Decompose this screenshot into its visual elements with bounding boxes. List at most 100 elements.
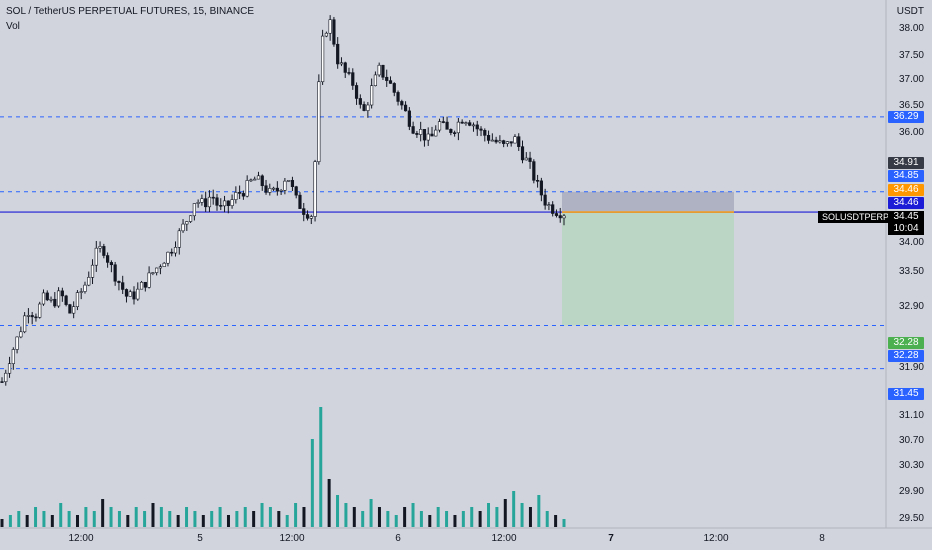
volume-bar xyxy=(369,499,373,527)
volume-bar xyxy=(302,507,306,527)
volume-bar xyxy=(520,503,524,527)
candle-body xyxy=(520,146,525,161)
candle-body xyxy=(275,187,279,192)
candle-body xyxy=(558,215,562,219)
candle-body xyxy=(124,289,129,297)
candle-body xyxy=(456,121,460,134)
volume-bar xyxy=(8,515,12,527)
volume-bar xyxy=(34,507,38,527)
candle-body xyxy=(166,251,170,264)
volume-bar xyxy=(252,511,256,527)
candle-body xyxy=(4,372,8,383)
volume-bar xyxy=(453,515,457,527)
volume-bar xyxy=(17,511,21,527)
volume-bar xyxy=(260,503,264,527)
candle-body xyxy=(502,140,506,144)
currency-label: USDT xyxy=(896,6,924,17)
candle-body xyxy=(328,19,332,34)
candle-body xyxy=(68,304,72,314)
candle-body xyxy=(388,80,393,84)
candle-body xyxy=(343,62,347,73)
candle-body xyxy=(494,139,498,143)
volume-bar xyxy=(344,503,348,527)
candle-body xyxy=(155,267,159,273)
volume-bar xyxy=(394,515,398,527)
candle-body xyxy=(117,280,121,283)
volume-bar xyxy=(545,511,549,527)
volume-bar xyxy=(50,515,54,527)
candle-body xyxy=(551,204,555,214)
candle-body xyxy=(396,92,400,102)
volume-bar xyxy=(126,515,130,527)
candle-body xyxy=(238,192,242,194)
volume-bar xyxy=(478,511,482,527)
candle-body xyxy=(128,291,132,297)
candle-body xyxy=(83,284,87,292)
volume-bar xyxy=(67,511,71,527)
candle-body xyxy=(283,180,287,191)
candle-body xyxy=(245,180,249,197)
candle-body xyxy=(422,129,427,141)
time-tick: 8 xyxy=(819,533,825,544)
candle-body xyxy=(483,130,487,136)
volume-bar xyxy=(277,511,281,527)
candle-body xyxy=(41,292,46,305)
volume-bar xyxy=(176,515,180,527)
candle-body xyxy=(143,281,147,288)
volume-indicator-label[interactable]: Vol xyxy=(6,21,20,32)
volume-bar xyxy=(134,507,138,527)
volume-bar xyxy=(512,491,516,527)
candle-body xyxy=(185,221,189,225)
candle-body xyxy=(264,185,268,193)
candle-body xyxy=(392,83,396,93)
candle-body xyxy=(177,230,181,248)
candle-body xyxy=(468,122,472,126)
volume-bar xyxy=(319,407,323,527)
candle-body xyxy=(211,196,215,199)
volume-bar xyxy=(92,511,96,527)
candle-body xyxy=(234,192,238,200)
candle-body xyxy=(49,298,53,301)
candle-body xyxy=(260,175,264,187)
time-tick: 5 xyxy=(197,533,203,544)
candle-body xyxy=(298,194,302,209)
price-tick: 30.30 xyxy=(898,460,924,471)
volume-bar xyxy=(495,507,499,527)
candle-body xyxy=(547,204,551,206)
volume-bar xyxy=(75,515,79,527)
candle-body xyxy=(173,247,178,254)
volume-bar xyxy=(445,511,449,527)
volume-bar xyxy=(243,507,247,527)
volume-bar xyxy=(336,495,340,527)
candle-body xyxy=(158,266,163,269)
candle-body xyxy=(321,35,325,83)
candle-body xyxy=(543,194,547,206)
candle-body xyxy=(53,298,57,307)
candle-body xyxy=(151,272,155,274)
volume-bar xyxy=(428,515,432,527)
volume-bar xyxy=(436,507,440,527)
candle-body xyxy=(445,121,449,130)
volume-bar xyxy=(210,511,214,527)
volume-bar xyxy=(185,507,189,527)
high-badge: 34.91 xyxy=(888,157,924,169)
candle-body xyxy=(385,76,389,81)
price-tick: 30.70 xyxy=(898,435,924,446)
time-tick: 12:00 xyxy=(279,533,305,544)
candle-body xyxy=(256,175,261,180)
price-tick: 37.50 xyxy=(898,50,924,61)
candle-body xyxy=(362,104,366,111)
price-tick: 36.50 xyxy=(898,100,924,111)
volume-bar xyxy=(528,507,532,527)
candle-body xyxy=(517,136,521,147)
candle-body xyxy=(290,180,295,187)
candle-body xyxy=(554,213,559,216)
candle-body xyxy=(475,124,479,130)
volume-bar xyxy=(503,499,507,527)
candle-body xyxy=(354,85,359,99)
candle-body xyxy=(26,315,31,317)
candle-body xyxy=(419,129,423,135)
volume-bar xyxy=(59,503,63,527)
